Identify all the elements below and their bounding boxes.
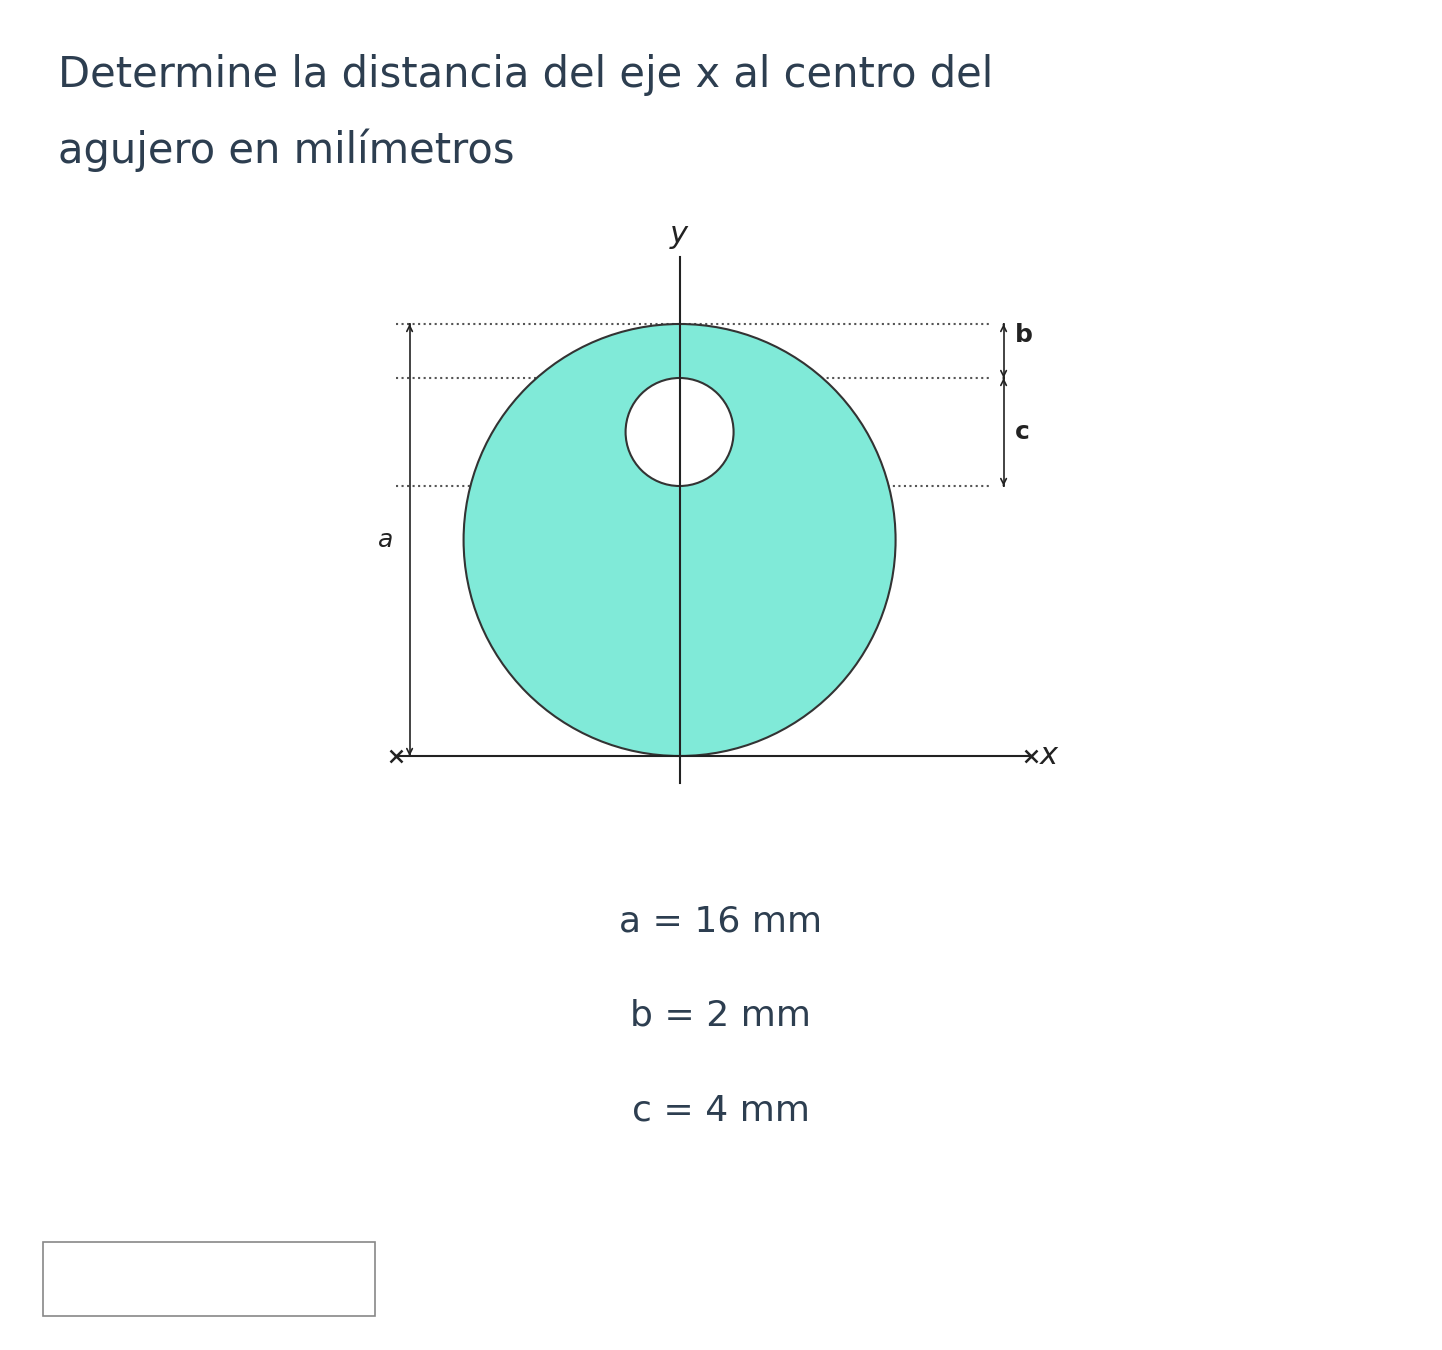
Text: a = 16 mm: a = 16 mm <box>620 904 822 938</box>
Text: $y$: $y$ <box>669 223 691 251</box>
Circle shape <box>626 378 734 486</box>
Text: c: c <box>1014 420 1030 444</box>
Text: agujero en milímetros: agujero en milímetros <box>58 128 515 171</box>
Text: b = 2 mm: b = 2 mm <box>630 999 812 1033</box>
Text: Determine la distancia del eje x al centro del: Determine la distancia del eje x al cent… <box>58 54 994 96</box>
Text: b: b <box>1014 323 1032 347</box>
Text: a: a <box>378 528 394 552</box>
Text: c = 4 mm: c = 4 mm <box>632 1094 810 1127</box>
Text: $x$: $x$ <box>1038 741 1060 771</box>
Circle shape <box>463 324 895 756</box>
